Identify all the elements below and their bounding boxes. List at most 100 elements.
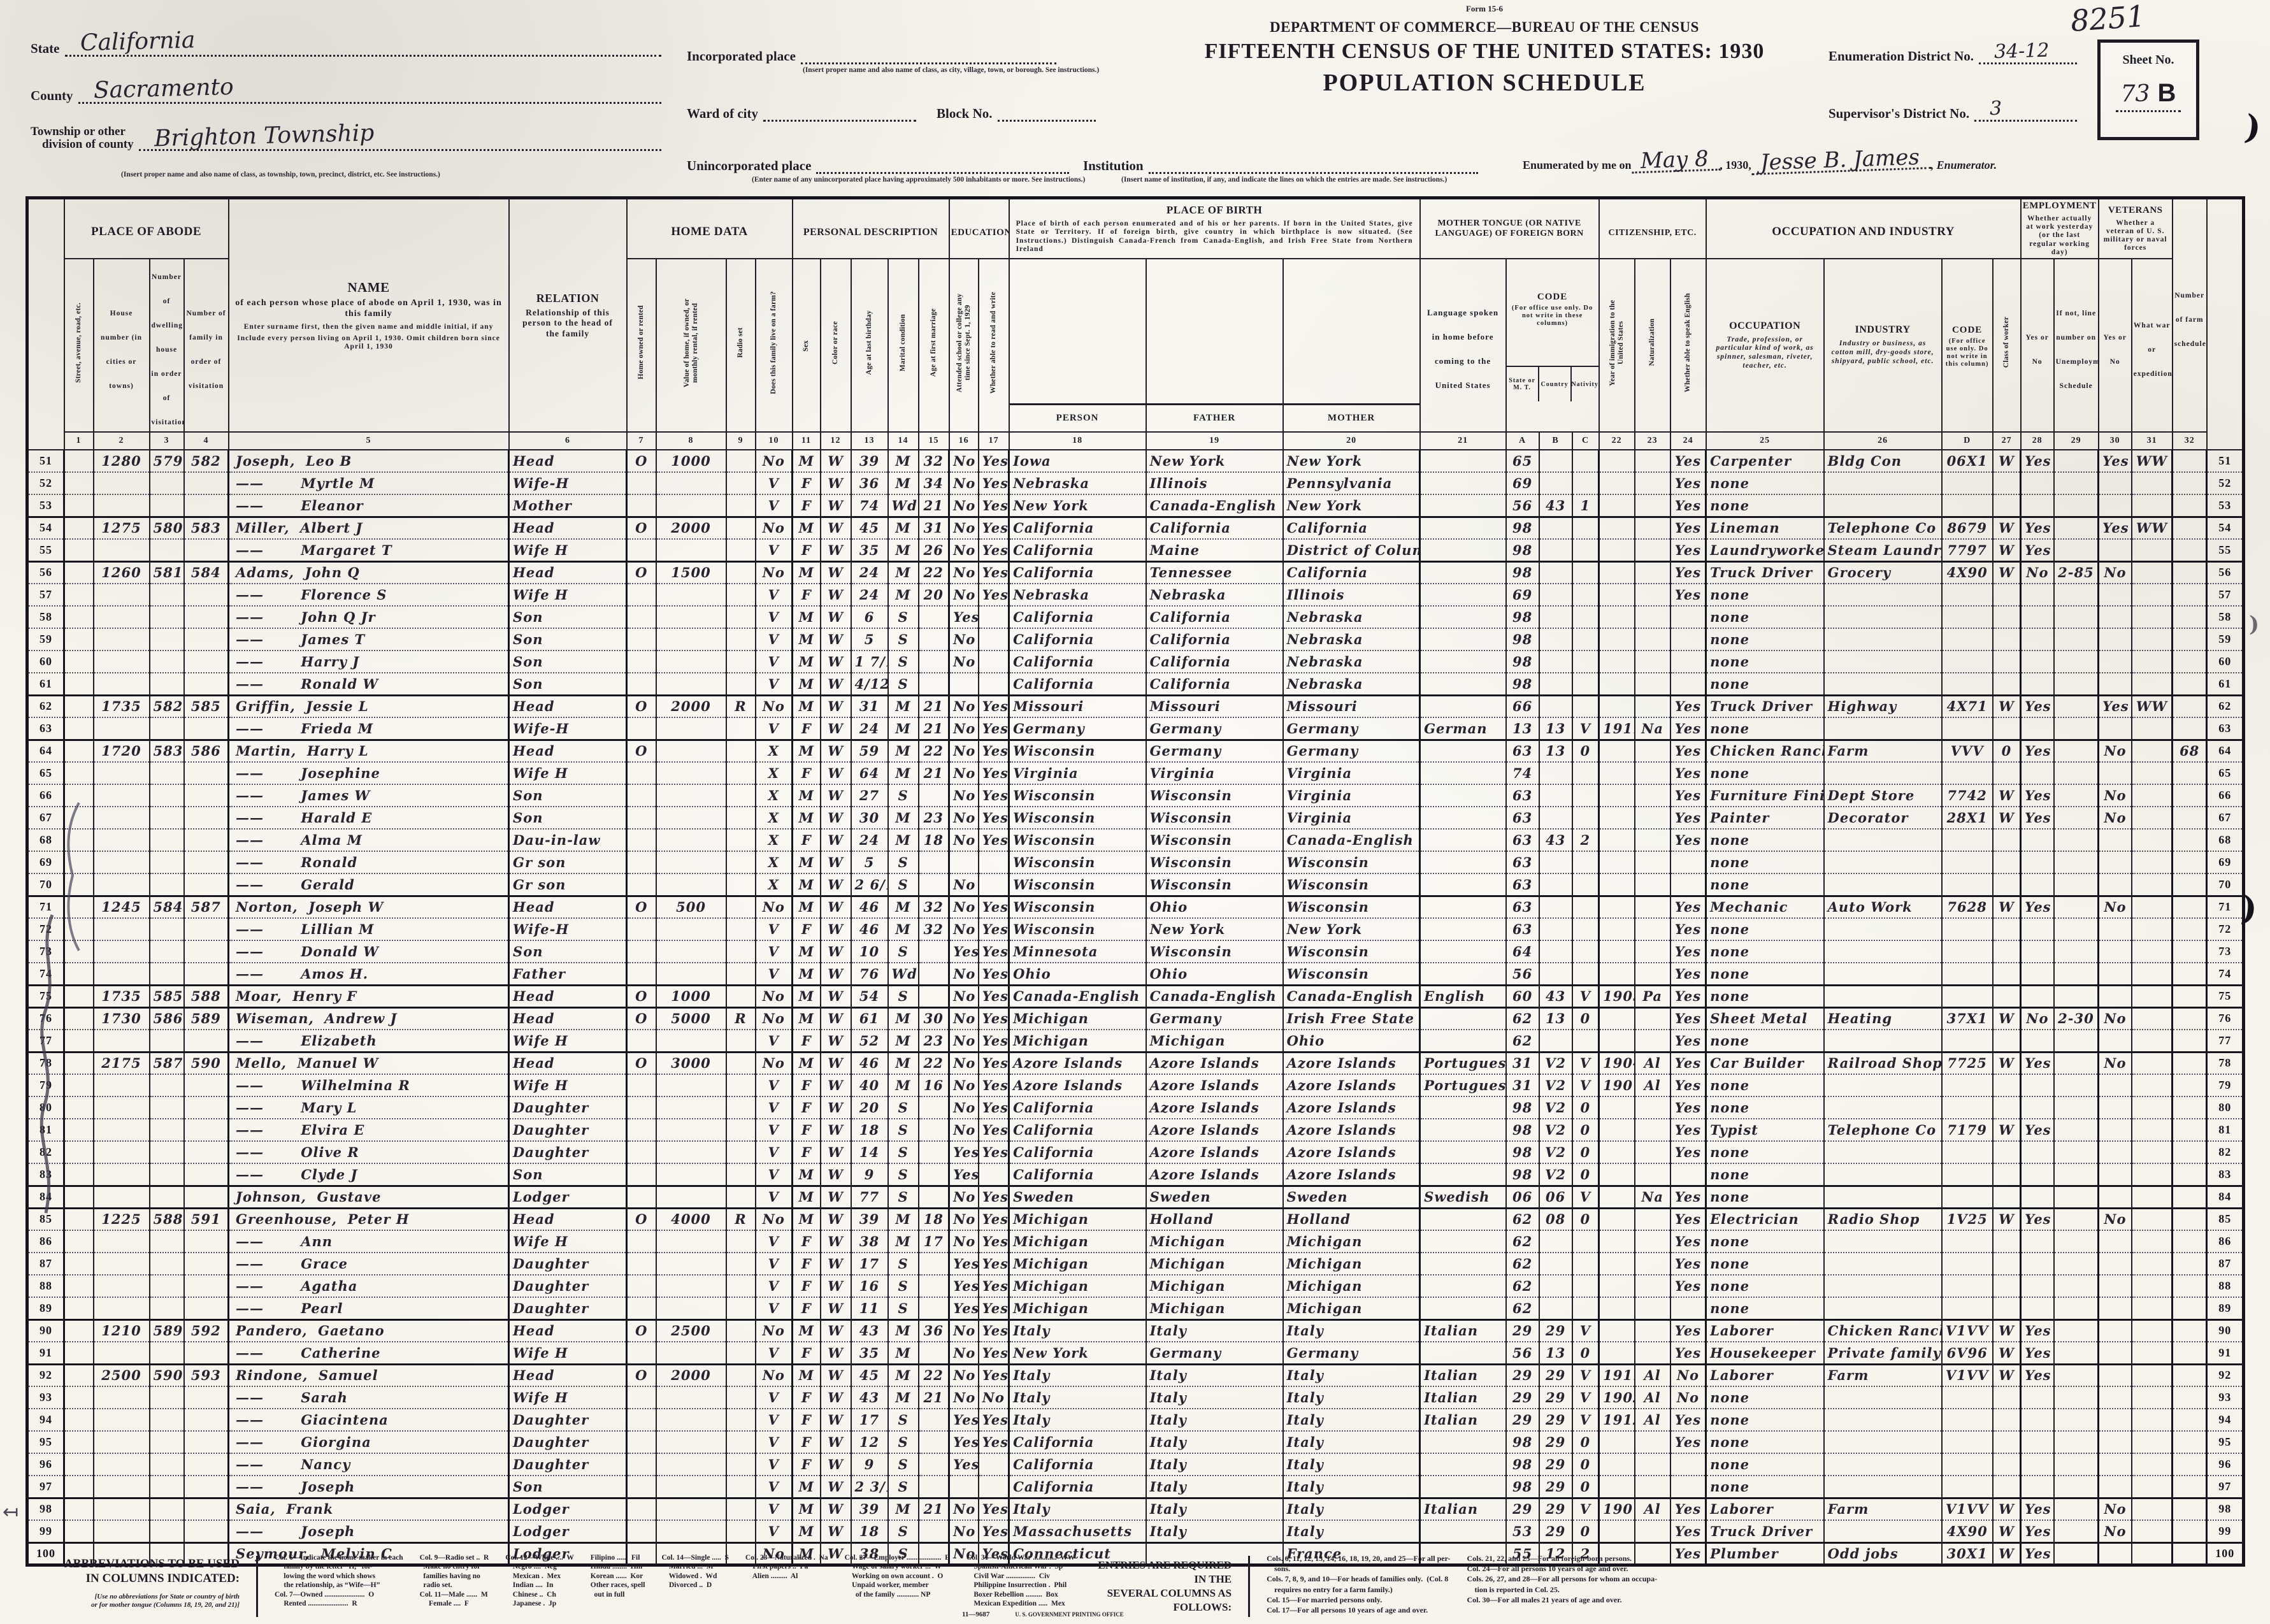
cell-radio <box>725 1184 756 1209</box>
cell-code_c <box>1571 584 1599 607</box>
cell-age: 61 <box>850 1006 888 1031</box>
cell-speaks_english: Yes <box>1669 1141 1706 1165</box>
cell-home_value <box>655 606 726 629</box>
cell-name: —— Amos H. <box>227 963 509 986</box>
cell-war <box>2130 940 2173 964</box>
cell-veteran <box>2097 1431 2132 1455</box>
cell-age_married: 16 <box>917 1074 949 1098</box>
cell-code_a: 53 <box>1505 1520 1539 1544</box>
cell-farm: V <box>754 1184 793 1209</box>
cell-color_race: W <box>819 895 851 919</box>
cell-father_birthplace: California <box>1145 650 1283 674</box>
cell-school: No <box>948 807 979 830</box>
occupation-desc: Trade, profession, or particular kind of… <box>1716 335 1814 370</box>
cell-home_owned: O <box>626 515 656 540</box>
cell-unemployment_line <box>2053 606 2099 629</box>
footer-line: Col. 24—For all persons 10 years of age … <box>1467 1564 1628 1574</box>
cell-worker_class: 0 <box>1992 738 2021 763</box>
cell-mother_birthplace: New York <box>1282 494 1420 518</box>
cell-code_d <box>1941 873 1993 897</box>
cell-street <box>63 1342 94 1365</box>
cell-home_value <box>655 807 726 830</box>
cell-sex: M <box>791 807 821 830</box>
occupation-title: OCCUPATION <box>1729 320 1801 331</box>
cell-name: Adams, John Q <box>227 560 509 585</box>
cell-street <box>63 1253 94 1276</box>
cell-farm: V <box>754 1520 793 1544</box>
institution-underline <box>1148 148 1478 174</box>
cell-relation: Head <box>508 1318 627 1343</box>
cell-industry: Telephone Co <box>1823 1119 1942 1142</box>
table-row: 72 —— Lillian M Wife-H V F W 46 M 32 No Yes Wiscons… <box>26 918 2244 942</box>
cell-color_race: W <box>819 1119 851 1142</box>
cell-code_d <box>1941 1253 1993 1276</box>
cell-code_d <box>1941 673 1993 696</box>
cell-industry <box>1823 650 1942 674</box>
footer-line: Col. 12—White .... W <box>505 1554 574 1562</box>
cell-speaks_english: Yes <box>1669 717 1706 741</box>
cell-naturalization <box>1634 1431 1670 1455</box>
cell-naturalization <box>1634 1230 1670 1254</box>
cell-worker_class <box>1992 762 2021 786</box>
cell-home_value: 3000 <box>655 1051 726 1075</box>
cell-war <box>2130 984 2173 1009</box>
column-read-write-header: Whether able to read and write <box>977 258 1010 433</box>
cell-immigration_year <box>1598 762 1635 786</box>
cell-relation: Daughter <box>508 1409 627 1432</box>
cell-street <box>63 1030 94 1053</box>
cell-farm: V <box>754 1453 793 1477</box>
cell-family_number <box>183 1119 229 1142</box>
cell-street <box>63 940 94 964</box>
cell-code_c: V <box>1571 1409 1599 1432</box>
cell-unemployment_line <box>2053 829 2099 852</box>
cell-birthplace: Michigan <box>1008 1207 1146 1232</box>
cell-industry <box>1823 1030 1942 1053</box>
cell-immigration_year <box>1598 1342 1635 1365</box>
cell-industry <box>1823 1163 1942 1187</box>
line-number-left: 95 <box>26 1431 64 1455</box>
cell-family_number <box>183 1184 229 1209</box>
cell-sex: M <box>791 851 821 875</box>
cell-code_b <box>1538 650 1572 674</box>
cell-farm: V <box>754 1141 793 1165</box>
department-line: DEPARTMENT OF COMMERCE—BUREAU OF THE CEN… <box>1270 19 1699 35</box>
cell-veteran <box>2097 1409 2132 1432</box>
cell-name: —— Pearl <box>227 1297 509 1321</box>
cell-farm_schedule <box>2171 1163 2207 1187</box>
cell-father_birthplace: Canada-English <box>1145 494 1283 518</box>
cell-marital: S <box>887 1163 919 1187</box>
cell-code_a: 63 <box>1505 784 1539 808</box>
cell-farm: V <box>754 472 793 496</box>
cell-street <box>63 717 94 741</box>
cell-mother_tongue <box>1419 472 1506 496</box>
cell-relation: Lodger <box>508 1184 627 1209</box>
cell-home_owned <box>626 494 656 518</box>
column-race-header: Color or race <box>819 258 852 433</box>
cell-war <box>2130 1297 2173 1321</box>
cell-code_b <box>1538 963 1572 986</box>
cell-immigration_year <box>1598 515 1635 540</box>
cell-name: —— Harry J <box>227 650 509 674</box>
cell-house_number <box>92 1453 150 1477</box>
cell-radio <box>725 1386 756 1410</box>
cell-veteran <box>2097 1230 2132 1254</box>
cell-unemployment_line <box>2053 1253 2099 1276</box>
cell-name: —— Olive R <box>227 1141 509 1165</box>
cell-sex: M <box>791 984 821 1009</box>
cell-color_race: W <box>819 494 851 518</box>
cell-home_owned <box>626 1096 656 1120</box>
cell-relation: Daughter <box>508 1141 627 1165</box>
cell-worker_class <box>1992 650 2021 674</box>
cell-code_d <box>1941 1476 1993 1499</box>
cell-age: 38 <box>850 1541 888 1566</box>
cell-unemployment_line: 2-85 <box>2053 560 2099 585</box>
cell-mother_tongue <box>1419 560 1506 585</box>
cell-code_b <box>1538 873 1572 897</box>
cell-radio <box>725 1275 756 1298</box>
cell-veteran <box>2097 1074 2132 1098</box>
cell-read_write: Yes <box>977 539 1009 563</box>
cell-farm_schedule <box>2171 1363 2207 1388</box>
cell-at_work: Yes <box>2020 1051 2054 1075</box>
cell-house_number <box>92 1342 150 1365</box>
